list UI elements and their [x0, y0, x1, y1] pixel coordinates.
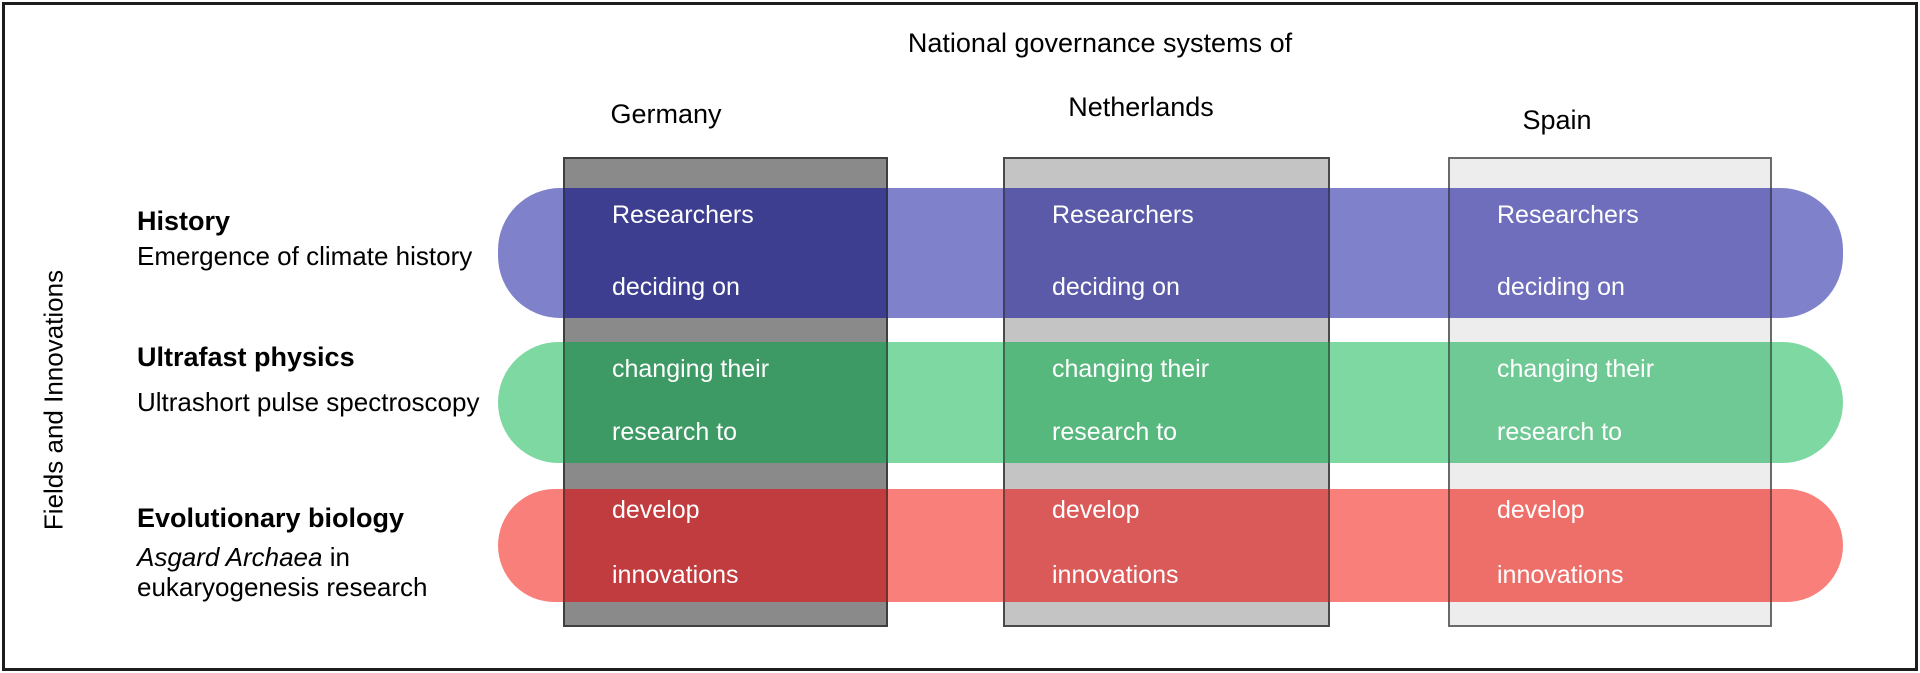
- cell-evolutionary-biology-spain: develop innovations: [1448, 489, 1772, 602]
- cell-line: deciding on: [612, 273, 740, 301]
- cell-ultrafast-physics-spain: changing their research to: [1448, 342, 1772, 463]
- cell-line: develop: [1497, 496, 1585, 524]
- cell-line: deciding on: [1052, 273, 1180, 301]
- row-label-ultrafast-physics: Ultrafast physics Ultrashort pulse spect…: [137, 341, 479, 417]
- row-title: Evolutionary biology: [137, 503, 405, 533]
- cell-line: changing their: [612, 355, 770, 383]
- row-subtitle: Ultrashort pulse spectroscopy: [137, 387, 480, 417]
- cell-line: deciding on: [1497, 273, 1625, 301]
- cell-line: innovations: [1052, 561, 1179, 589]
- cell-line: innovations: [612, 561, 739, 589]
- cell-line: Researchers: [1052, 201, 1194, 229]
- column-header-netherlands: Netherlands: [1068, 92, 1214, 122]
- diagram-title: National governance systems of: [907, 28, 1293, 58]
- column-header-germany: Germany: [610, 99, 722, 129]
- row-subtitle-italic: Asgard Archaea: [137, 542, 323, 572]
- cell-line: changing their: [1497, 355, 1655, 383]
- cell-line: develop: [612, 496, 700, 524]
- cell-history-spain: Researchers deciding on: [1448, 188, 1772, 318]
- row-subtitle: Emergence of climate history: [137, 241, 473, 271]
- cell-history-germany: Researchers deciding on: [563, 188, 888, 318]
- row-label-evolutionary-biology: Evolutionary biology Asgard Archaea in e…: [137, 502, 428, 602]
- y-axis-label: Fields and Innovations: [38, 269, 69, 531]
- cell-line: Researchers: [612, 201, 754, 229]
- row-label-history: History Emergence of climate history: [137, 205, 472, 271]
- cell-line: innovations: [1497, 561, 1624, 589]
- cell-line: changing their: [1052, 355, 1210, 383]
- row-title: History: [137, 206, 231, 236]
- cell-ultrafast-physics-netherlands: changing their research to: [1003, 342, 1330, 463]
- row-subtitle-line2: eukaryogenesis research: [137, 572, 428, 602]
- cell-history-netherlands: Researchers deciding on: [1003, 188, 1330, 318]
- cell-line: research to: [1497, 418, 1623, 446]
- cell-line: Researchers: [1497, 201, 1639, 229]
- cell-line: research to: [1052, 418, 1178, 446]
- row-title: Ultrafast physics: [137, 342, 355, 372]
- cell-ultrafast-physics-germany: changing their research to: [563, 342, 888, 463]
- row-subtitle: Asgard Archaea in: [137, 542, 428, 572]
- row-subtitle-rest: in: [322, 542, 350, 572]
- cell-evolutionary-biology-germany: develop innovations: [563, 489, 888, 602]
- cell-line: research to: [612, 418, 738, 446]
- cell-evolutionary-biology-netherlands: develop innovations: [1003, 489, 1330, 602]
- column-header-spain: Spain: [1522, 105, 1592, 135]
- cell-line: develop: [1052, 496, 1140, 524]
